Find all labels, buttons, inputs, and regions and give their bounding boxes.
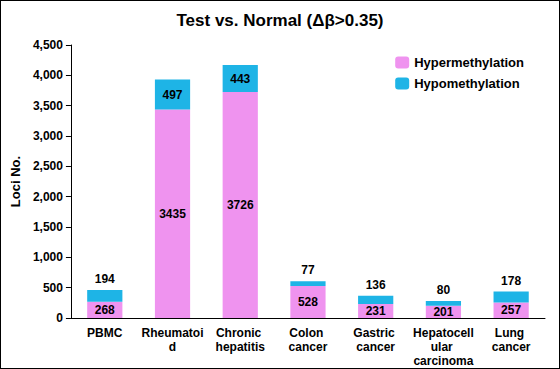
svg-text:500: 500	[43, 281, 63, 295]
svg-text:178: 178	[501, 274, 521, 288]
svg-text:443: 443	[230, 72, 250, 86]
svg-text:4,000: 4,000	[33, 68, 63, 82]
svg-text:231: 231	[366, 304, 386, 318]
svg-text:Loci No.: Loci No.	[8, 156, 23, 207]
svg-text:cancer: cancer	[492, 340, 531, 354]
svg-text:3726: 3726	[227, 198, 254, 212]
svg-text:136: 136	[366, 278, 386, 292]
svg-text:hepatitis: hepatitis	[216, 340, 266, 354]
svg-text:Hypomethylation: Hypomethylation	[414, 76, 520, 91]
svg-text:3,000: 3,000	[33, 129, 63, 143]
svg-text:carcinoma: carcinoma	[413, 354, 473, 368]
svg-text:1,000: 1,000	[33, 250, 63, 264]
svg-text:528: 528	[298, 295, 318, 309]
svg-text:201: 201	[433, 305, 453, 319]
svg-text:PBMC: PBMC	[87, 326, 123, 340]
svg-text:0: 0	[56, 311, 63, 325]
svg-text:3,500: 3,500	[33, 99, 63, 113]
svg-text:Chronic: Chronic	[216, 326, 265, 340]
svg-text:d: d	[169, 340, 176, 354]
svg-text:Hypermethylation: Hypermethylation	[414, 55, 524, 70]
svg-text:268: 268	[95, 303, 115, 317]
svg-text:4,500: 4,500	[33, 38, 63, 52]
svg-text:3435: 3435	[159, 207, 186, 221]
svg-text:cancer: cancer	[356, 340, 395, 354]
svg-text:Rheumatoi: Rheumatoi	[142, 326, 204, 340]
svg-text:2,500: 2,500	[33, 159, 63, 173]
svg-text:Test vs. Normal (Δβ>0.35): Test vs. Normal (Δβ>0.35)	[177, 11, 384, 30]
svg-text:Hepatocell: Hepatocell	[413, 326, 474, 340]
svg-text:80: 80	[437, 283, 451, 297]
svg-text:Colon: Colon	[289, 326, 326, 340]
svg-text:257: 257	[501, 303, 521, 317]
svg-text:194: 194	[95, 272, 115, 286]
svg-text:cancer: cancer	[289, 340, 328, 354]
svg-text:ular: ular	[431, 340, 456, 354]
svg-text:2,000: 2,000	[33, 190, 63, 204]
svg-text:Lung: Lung	[495, 326, 528, 340]
svg-text:497: 497	[163, 88, 183, 102]
svg-text:Gastric: Gastric	[353, 326, 398, 340]
svg-text:77: 77	[301, 263, 315, 277]
svg-text:1,500: 1,500	[33, 220, 63, 234]
